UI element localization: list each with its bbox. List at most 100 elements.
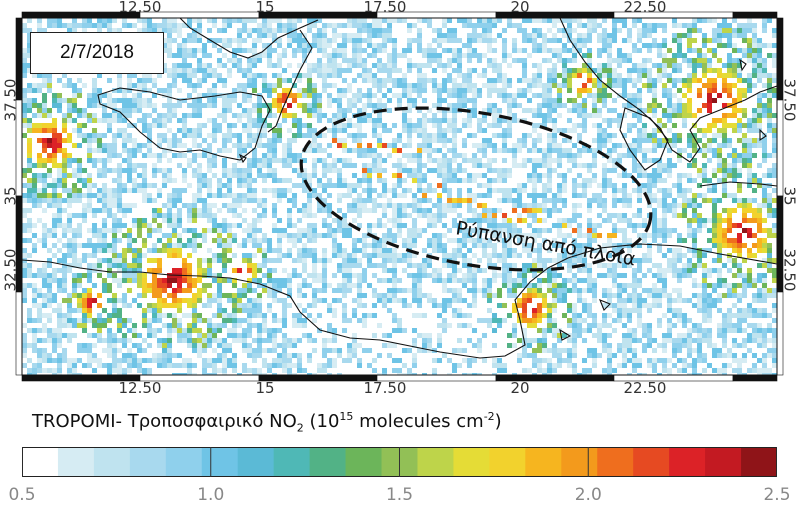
no2-pixel [547,73,552,78]
no2-pixel [597,108,602,113]
no2-pixel [202,228,207,233]
no2-pixel [252,118,257,123]
no2-pixel [362,188,367,193]
no2-pixel [712,213,717,218]
no2-pixel [72,253,77,258]
no2-pixel [72,263,77,268]
no2-pixel [227,73,232,78]
no2-pixel [772,58,777,63]
no2-pixel [747,58,752,63]
no2-pixel [467,98,472,103]
no2-pixel [457,188,462,193]
no2-pixel [342,38,347,43]
no2-pixel [747,183,752,188]
no2-pixel [752,198,757,203]
no2-pixel [132,263,137,268]
no2-pixel [117,168,122,173]
no2-pixel [577,268,582,273]
no2-pixel [257,168,262,173]
no2-pixel [712,243,717,248]
no2-pixel [277,53,282,58]
no2-pixel [227,38,232,43]
no2-pixel [62,73,67,78]
no2-pixel [717,258,722,263]
no2-pixel [752,138,757,143]
no2-pixel [557,223,562,228]
no2-pixel [257,38,262,43]
no2-pixel [687,163,692,168]
no2-pixel [197,153,202,158]
no2-pixel [357,143,362,148]
no2-pixel [607,68,612,73]
no2-pixel [702,63,707,68]
no2-pixel [172,138,177,143]
no2-pixel [162,248,167,253]
no2-pixel [562,43,567,48]
no2-pixel [772,223,777,228]
no2-pixel [507,248,512,253]
no2-pixel [597,133,602,138]
no2-pixel [227,58,232,63]
no2-pixel [142,163,147,168]
no2-pixel [332,138,337,143]
no2-pixel [502,243,507,248]
no2-pixel [547,113,552,118]
no2-pixel [657,218,662,223]
no2-pixel [177,278,182,283]
no2-pixel [607,238,612,243]
no2-pixel [757,248,762,253]
no2-pixel [482,73,487,78]
no2-pixel [262,258,267,263]
no2-pixel [477,233,482,238]
no2-pixel [552,243,557,248]
no2-pixel [57,278,62,283]
no2-pixel [272,128,277,133]
no2-pixel [542,93,547,98]
no2-pixel [722,143,727,148]
no2-pixel [437,183,442,188]
no2-pixel [312,233,317,238]
no2-pixel [197,208,202,213]
no2-pixel [382,178,387,183]
no2-pixel [322,163,327,168]
no2-pixel [287,143,292,148]
no2-pixel [227,193,232,198]
no2-pixel [687,218,692,223]
no2-pixel [482,68,487,73]
no2-pixel [207,228,212,233]
no2-pixel [612,83,617,88]
no2-pixel [452,133,457,138]
no2-pixel [187,243,192,248]
no2-pixel [287,198,292,203]
no2-pixel [282,178,287,183]
no2-pixel [517,28,522,33]
no2-pixel [162,68,167,73]
no2-pixel [257,213,262,218]
no2-pixel [632,43,637,48]
no2-pixel [337,48,342,53]
no2-pixel [267,53,272,58]
no2-pixel [532,238,537,243]
no2-pixel [507,193,512,198]
no2-pixel [767,18,772,23]
no2-pixel [72,183,77,188]
no2-pixel [127,108,132,113]
no2-pixel [147,133,152,138]
no2-pixel [307,28,312,33]
no2-pixel [92,93,97,98]
no2-pixel [327,63,332,68]
no2-pixel [92,183,97,188]
no2-pixel [72,23,77,28]
no2-pixel [462,218,467,223]
no2-pixel [522,33,527,38]
no2-pixel [52,268,57,273]
no2-pixel [207,188,212,193]
no2-pixel [372,48,377,53]
no2-pixel [742,228,747,233]
no2-pixel [637,213,642,218]
no2-pixel [82,203,87,208]
no2-pixel [57,78,62,83]
no2-pixel [207,103,212,108]
no2-pixel [472,238,477,243]
no2-pixel [32,98,37,103]
